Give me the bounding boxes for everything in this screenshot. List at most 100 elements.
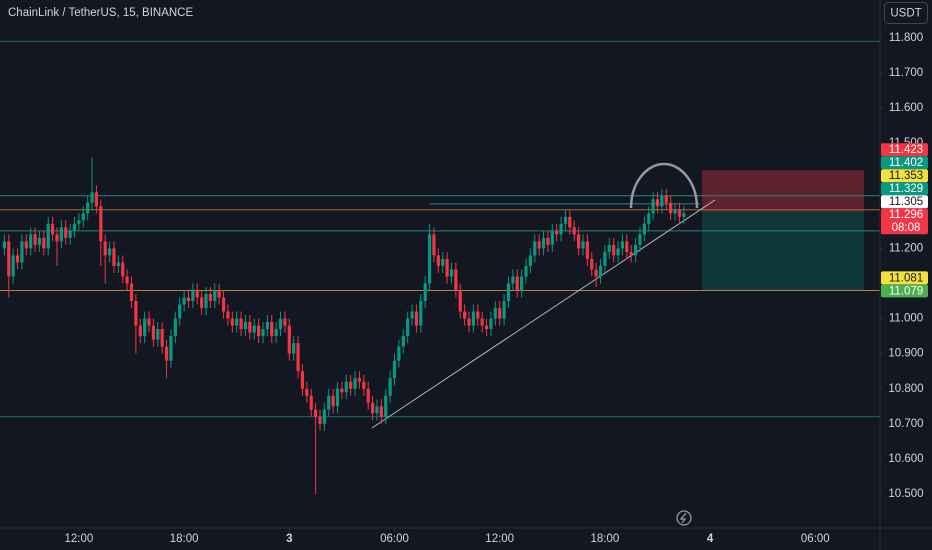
candle-body xyxy=(33,234,37,245)
candle-body xyxy=(436,255,440,266)
price-label-box xyxy=(881,271,928,285)
candle-body xyxy=(423,283,427,302)
y-tick-label: 11.200 xyxy=(889,242,923,254)
price-label: 11.423 xyxy=(889,144,923,156)
candle-body xyxy=(651,199,655,214)
candle-body xyxy=(441,258,445,266)
candle-body xyxy=(195,290,199,298)
candle-body xyxy=(449,269,454,277)
candle-body xyxy=(633,244,638,256)
candle-body xyxy=(524,265,528,277)
countdown-label: 08:08 xyxy=(892,222,921,234)
icon-bolt[interactable] xyxy=(679,512,687,524)
candle-body xyxy=(213,290,217,302)
candle-body xyxy=(147,318,151,326)
y-tick-label: 10.900 xyxy=(888,348,923,360)
price-label: 11.353 xyxy=(889,170,923,182)
y-tick-label: 11.600 xyxy=(889,102,923,114)
candle-body xyxy=(42,237,46,249)
candle-body xyxy=(682,213,686,217)
candle-body xyxy=(322,409,326,424)
candle-body xyxy=(349,381,353,389)
candle-body xyxy=(616,248,620,256)
candle-body xyxy=(20,241,24,263)
icon-circle[interactable] xyxy=(676,510,692,526)
candle-body xyxy=(655,199,660,207)
candle-body xyxy=(454,269,458,291)
candle-body xyxy=(344,381,348,393)
candle-body xyxy=(59,227,63,242)
replay-icon[interactable] xyxy=(676,510,692,526)
candle-body xyxy=(77,220,81,224)
candle-body xyxy=(278,318,283,330)
candle-body xyxy=(572,227,576,235)
candle-body xyxy=(541,237,546,249)
candle-body xyxy=(585,241,589,259)
candle-body xyxy=(156,329,160,340)
candle-body xyxy=(520,276,524,291)
y-tick-label: 11.000 xyxy=(889,313,923,325)
candle-body xyxy=(340,388,344,393)
price-label: 11.296 xyxy=(889,209,923,221)
arc-drawing xyxy=(629,162,699,209)
candle-body xyxy=(11,255,15,277)
candle-body xyxy=(392,360,397,379)
y-tick-label: 10.700 xyxy=(888,418,923,430)
candle-body xyxy=(270,322,274,337)
price-label: 11.081 xyxy=(889,272,923,284)
candle-body xyxy=(90,192,94,203)
candle-body xyxy=(471,311,476,326)
candle-body xyxy=(160,329,164,347)
candle-body xyxy=(164,346,169,361)
candle-body xyxy=(221,297,226,312)
candle-body xyxy=(309,395,313,410)
candle-body xyxy=(467,318,471,326)
candle-body xyxy=(555,230,559,235)
candle-body xyxy=(178,304,182,319)
price-label: 11.329 xyxy=(889,183,923,195)
candle-body xyxy=(121,262,125,277)
candle-body xyxy=(484,325,489,330)
x-tick-label: 3 xyxy=(286,533,292,545)
candle-body xyxy=(353,378,357,389)
currency-button[interactable] xyxy=(884,2,928,24)
candle-body xyxy=(116,262,120,266)
candle-body xyxy=(669,202,673,214)
candle-body xyxy=(673,209,677,214)
candle-body xyxy=(125,276,129,284)
candle-body xyxy=(300,371,305,389)
candle-body xyxy=(489,318,493,330)
candle-body xyxy=(186,297,191,302)
candle-body xyxy=(331,395,335,407)
candle-body xyxy=(261,329,265,337)
candle-body xyxy=(112,248,116,266)
candle-body xyxy=(577,234,581,249)
candle-body xyxy=(151,325,156,340)
candle-body xyxy=(493,308,497,319)
candle-body xyxy=(537,241,541,249)
x-tick-label: 18:00 xyxy=(591,533,620,545)
candle-body xyxy=(546,237,550,245)
candle-body xyxy=(677,209,682,217)
candle-body xyxy=(143,318,147,337)
y-tick-label: 11.700 xyxy=(889,67,923,79)
candle-body xyxy=(55,234,59,242)
candle-body xyxy=(581,241,585,249)
x-tick-label: 12:00 xyxy=(485,533,514,545)
candle-body xyxy=(638,234,642,245)
candle-body xyxy=(292,343,296,354)
candle-body xyxy=(103,241,107,256)
stop-zone xyxy=(702,170,865,212)
price-axis: 10.50010.60010.70010.80010.90011.00011.1… xyxy=(880,32,928,500)
candle-body xyxy=(243,322,248,330)
candle-body xyxy=(226,311,230,319)
candle-body xyxy=(625,241,629,252)
candle-body xyxy=(283,318,287,326)
candle-body xyxy=(476,311,480,319)
candle-body xyxy=(563,216,568,224)
candle-body xyxy=(107,248,112,256)
candle-body xyxy=(94,192,99,207)
currency-label[interactable]: USDT xyxy=(890,8,921,20)
candle-body xyxy=(620,241,625,249)
